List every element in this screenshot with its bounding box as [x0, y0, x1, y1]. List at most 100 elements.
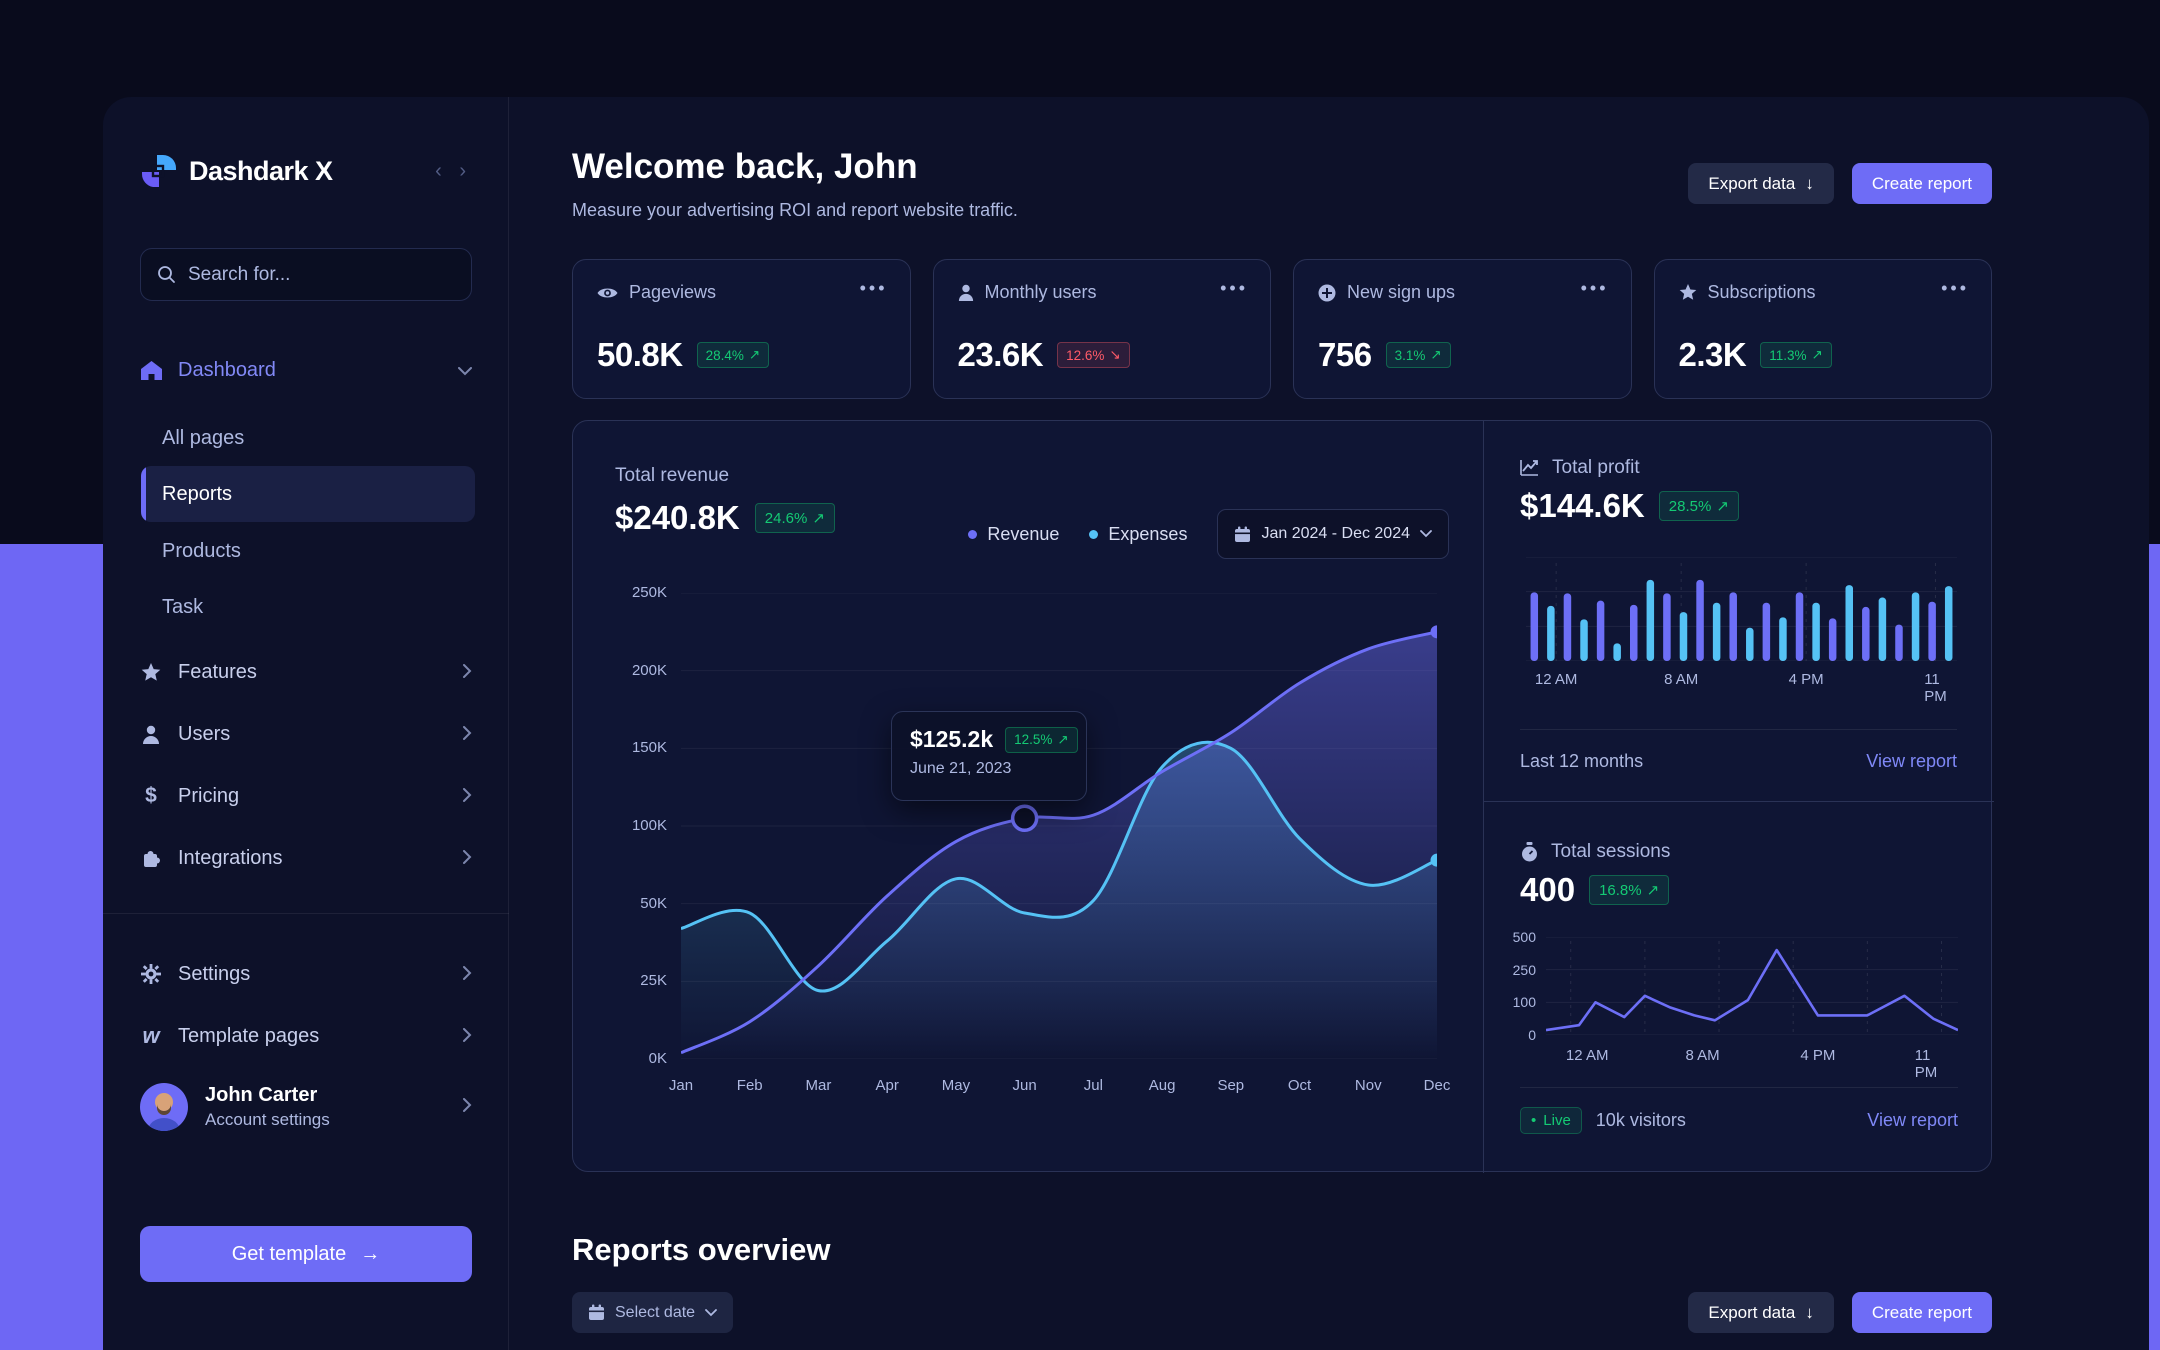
stat-value: 50.8K — [597, 336, 683, 373]
star-icon — [140, 662, 162, 682]
card-menu-icon[interactable]: ••• — [1941, 278, 1969, 298]
get-template-button[interactable]: Get template → — [140, 1226, 472, 1282]
trend-up-icon: ↗ — [1716, 498, 1729, 515]
calendar-icon — [589, 1304, 604, 1320]
sidebar-divider — [103, 913, 509, 914]
divider — [1484, 801, 1994, 802]
axis-label: 25K — [640, 972, 667, 990]
page-title: Welcome back, John — [572, 147, 918, 186]
create-report-button-bottom[interactable]: Create report — [1851, 1292, 1992, 1333]
search-box[interactable] — [140, 248, 472, 301]
stat-value: 23.6K — [957, 336, 1044, 373]
select-date-dropdown[interactable]: Select date — [572, 1292, 734, 1333]
gear-icon — [140, 964, 162, 984]
profit-view-report-link[interactable]: View report — [1866, 751, 1957, 771]
axis-label: 250 — [1512, 961, 1536, 978]
axis-label: 4 PM — [1800, 1047, 1836, 1064]
sidebar-item-settings[interactable]: Settings — [140, 952, 472, 996]
axis-label: 8 AM — [1664, 671, 1699, 688]
dollar-icon: $ — [145, 784, 157, 807]
legend-revenue[interactable]: Revenue — [968, 524, 1059, 545]
axis-label: 0 — [1528, 1027, 1536, 1043]
total-profit-header: Total profit — [1520, 457, 1640, 479]
sidebar-item-reports[interactable]: Reports — [141, 466, 475, 522]
sidebar-item-label: Products — [162, 539, 241, 562]
sidebar-item-label: Template pages — [178, 1024, 320, 1047]
trend-chart-icon — [1520, 460, 1538, 476]
stat-card-new-sign-ups: New sign ups ••• 756 3.1% ↗ — [1293, 259, 1632, 399]
revenue-x-axis: Jan Feb Mar Apr May Jun Jul Aug Sep Oct Nov Dec — [669, 1077, 1450, 1097]
sidebar-item-pricing[interactable]: $ Pricing — [140, 774, 472, 818]
sidebar-item-products[interactable]: Products — [162, 529, 472, 573]
trend-up-icon: ↗ — [1430, 347, 1442, 362]
sessions-view-report-link[interactable]: View report — [1867, 1110, 1958, 1130]
live-badge: • Live — [1520, 1107, 1582, 1134]
logo: Dashdark X ‹ › — [140, 151, 472, 191]
sidebar-item-label: Reports — [162, 482, 233, 505]
create-report-button[interactable]: Create report — [1851, 163, 1992, 204]
date-range-label: Jan 2024 - Dec 2024 — [1261, 525, 1410, 542]
account-subtitle: Account settings — [205, 1110, 330, 1129]
total-sessions-section: Total sessions 400 16.8% ↗ 0 100 250 500 12 … — [1484, 801, 1994, 1173]
sidebar-item-users[interactable]: Users — [140, 712, 472, 756]
export-data-button-bottom[interactable]: Export data ↓ — [1688, 1292, 1834, 1333]
trend-down-icon: ↘ — [1109, 347, 1121, 362]
chevron-right-icon — [463, 963, 472, 986]
axis-label: Apr — [875, 1077, 899, 1094]
create-report-label: Create report — [1871, 173, 1972, 193]
card-menu-icon[interactable]: ••• — [859, 278, 888, 298]
arrow-right-icon: → — [360, 1242, 381, 1265]
sessions-delta-badge: 16.8% ↗ — [1589, 875, 1670, 905]
total-revenue-section: Total revenue $240.8K 24.6% ↗ Revenue — [573, 421, 1483, 1173]
date-range-dropdown[interactable]: Jan 2024 - Dec 2024 — [1217, 509, 1449, 559]
account-settings-row[interactable]: John Carter Account settings — [140, 1081, 472, 1133]
chevron-right-icon — [463, 847, 472, 870]
eye-icon — [597, 288, 618, 297]
axis-label: Oct — [1287, 1077, 1312, 1094]
axis-label: 11 PM — [1914, 1047, 1938, 1081]
stats-row: Pageviews ••• 50.8K 28.4% ↗ — [572, 259, 1992, 399]
export-data-label: Export data — [1708, 1302, 1796, 1322]
sidebar-item-template-pages[interactable]: w Template pages — [140, 1014, 472, 1058]
sidebar-item-all-pages[interactable]: All pages — [162, 416, 472, 460]
card-menu-icon[interactable]: ••• — [1220, 278, 1248, 298]
export-data-label: Export data — [1708, 173, 1796, 193]
revenue-y-axis: 0K 25K 50K 100K 150K 200K 250K — [613, 584, 667, 1067]
divider — [1520, 1087, 1958, 1088]
sidebar-collapse-icon[interactable]: ‹ › — [435, 159, 472, 182]
legend-label: Revenue — [987, 523, 1060, 544]
sidebar-item-dashboard[interactable]: Dashboard — [140, 348, 472, 392]
sidebar-item-features[interactable]: Features — [140, 650, 472, 694]
download-arrow-icon: ↓ — [1805, 173, 1814, 193]
axis-label: 0K — [648, 1050, 667, 1067]
stopwatch-icon — [1522, 842, 1537, 862]
trend-up-icon: ↗ — [812, 510, 825, 527]
export-data-button[interactable]: Export data ↓ — [1688, 163, 1834, 204]
stat-delta-badge: 11.3% ↗ — [1760, 342, 1832, 368]
sidebar-item-label: Features — [178, 660, 257, 683]
search-input[interactable] — [188, 263, 455, 286]
revenue-chart — [681, 593, 1437, 1059]
axis-label: Jan — [668, 1077, 694, 1094]
tooltip-delta-badge: 12.5% ↗ — [1005, 726, 1078, 753]
divider — [1520, 729, 1957, 730]
card-menu-icon[interactable]: ••• — [1580, 278, 1609, 298]
stat-card-pageviews: Pageviews ••• 50.8K 28.4% ↗ — [572, 259, 911, 399]
profit-footer-note: Last 12 months — [1520, 751, 1644, 771]
trend-up-icon: ↗ — [748, 347, 761, 362]
user-icon — [958, 284, 973, 301]
reports-overview-title: Reports overview — [572, 1232, 831, 1267]
legend-expenses[interactable]: Expenses — [1089, 524, 1187, 545]
revenue-title: Total revenue — [615, 465, 730, 486]
axis-label: Jun — [1012, 1077, 1037, 1094]
main-area: Welcome back, John Measure your advertis… — [509, 97, 2149, 1350]
sidebar-item-task[interactable]: Task — [162, 585, 472, 629]
tooltip-date: June 21, 2023 — [910, 760, 1012, 777]
stat-value: 756 — [1318, 336, 1372, 373]
sidebar-item-integrations[interactable]: Integrations — [140, 836, 472, 880]
chevron-down-icon — [705, 1304, 717, 1322]
sidebar-item-label: Dashboard — [178, 358, 276, 381]
profit-bar-chart — [1526, 557, 1957, 661]
stat-label: Pageviews — [629, 282, 717, 302]
